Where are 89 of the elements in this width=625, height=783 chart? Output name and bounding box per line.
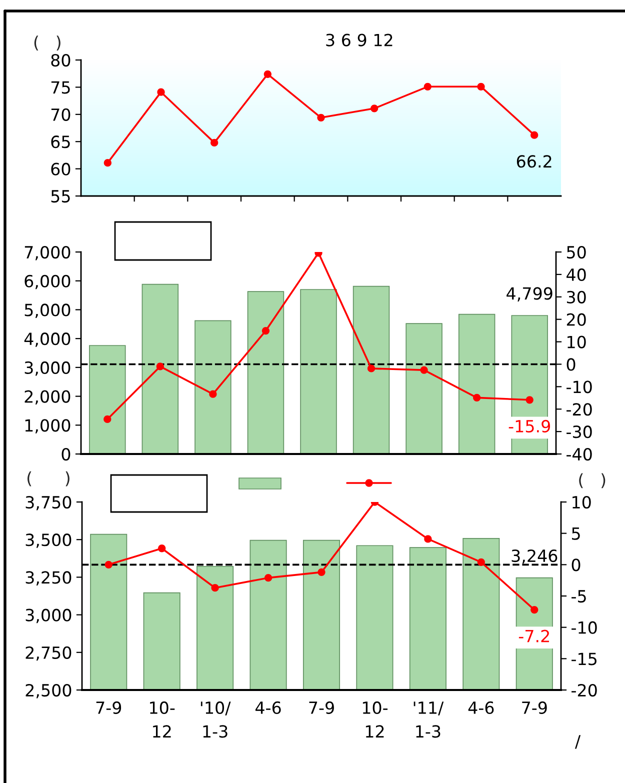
point	[530, 131, 538, 139]
bar	[89, 345, 126, 454]
y2-tick-label: -10	[572, 621, 597, 634]
point	[211, 584, 219, 592]
point	[526, 396, 534, 404]
y-tick-label: 70	[51, 108, 70, 121]
point	[104, 415, 112, 424]
point	[424, 82, 432, 90]
data-label: 3,246	[512, 549, 558, 564]
y-tick-label: 3,250	[26, 571, 72, 586]
y2-tick-label: 0	[566, 358, 576, 371]
point	[424, 535, 432, 543]
point	[370, 104, 378, 112]
x-tick-label: 10- 12	[150, 701, 175, 738]
data-label: 4,799	[506, 287, 552, 302]
x-tick-label: 7-9	[522, 701, 547, 714]
y-tick-label: 0	[62, 448, 70, 461]
y-axis-title: ( )	[28, 471, 70, 486]
y-tick-label: 2,750	[26, 646, 72, 661]
bar	[194, 320, 232, 454]
y2-tick-label: 0	[572, 558, 580, 572]
y2-tick-label: -5	[572, 590, 586, 603]
point	[104, 158, 112, 167]
y2-tick-label: -30	[566, 426, 592, 438]
data-label: -15.9	[508, 420, 550, 433]
point	[264, 574, 272, 582]
x-tick-label: '10/ 1-3	[200, 701, 231, 738]
y-tick-label: 3,750	[26, 496, 72, 510]
y-tick-label: 4,000	[24, 332, 70, 347]
bar	[247, 291, 284, 454]
y-tick-label: 65	[51, 136, 70, 148]
y2-tick-label: 50	[567, 246, 586, 259]
bar	[352, 286, 390, 454]
y-tick-label: 2,500	[26, 684, 72, 698]
y-tick-label: 5,000	[24, 304, 70, 318]
point	[209, 390, 217, 398]
point	[264, 70, 272, 78]
y-tick-label: 6,000	[24, 274, 70, 290]
y2-axis-title: ( )	[579, 473, 606, 488]
y-tick-label: 55	[51, 190, 70, 203]
x-tick-label: '11/ 1-3	[414, 702, 444, 738]
y-tick-label: 75	[51, 81, 70, 94]
y2-tick-label: 30	[566, 290, 586, 304]
point	[477, 82, 485, 90]
point	[530, 606, 538, 614]
y2-tick-label: -40	[566, 448, 592, 461]
point	[367, 364, 376, 372]
bar	[458, 314, 496, 454]
y-axis-title: ( )	[34, 36, 60, 50]
y-tick-label: 7,000	[24, 246, 70, 260]
y2-tick-label: 20	[566, 313, 586, 326]
y-tick-label: 60	[51, 162, 70, 176]
y2-tick-label: -15	[572, 652, 596, 666]
y2-tick-label: 10	[572, 496, 591, 509]
point	[210, 138, 218, 147]
text: /	[574, 735, 581, 749]
bar	[300, 289, 337, 454]
y-tick-label: 3,000	[24, 361, 70, 376]
point	[420, 366, 428, 374]
x-tick-label: 7-9	[96, 701, 122, 714]
x-tick-label: 4-6	[468, 701, 494, 714]
bar	[142, 284, 179, 454]
y2-tick-label: -10	[566, 380, 592, 394]
y-tick-label: 80	[51, 54, 70, 67]
y2-tick-label: 10	[568, 336, 586, 348]
point	[317, 114, 325, 122]
point	[104, 560, 112, 568]
y2-tick-label: -20	[566, 403, 592, 416]
y-tick-label: 1,000	[25, 419, 70, 434]
y-tick-label: 3,000	[26, 608, 72, 624]
y-tick-label: 2,000	[24, 390, 70, 405]
chart-title: 3 6 9 12	[326, 34, 392, 46]
x-tick-label: 10- 12	[362, 701, 388, 738]
x-tick-label: 4-6	[255, 701, 281, 714]
data-label: 66.2	[516, 155, 552, 168]
x-tick-label: 7-9	[309, 701, 334, 714]
data-label: -7.2	[518, 630, 549, 642]
y-tick-label: 3,500	[26, 534, 72, 548]
bar	[406, 323, 442, 454]
point	[157, 88, 165, 96]
point	[473, 394, 481, 402]
point	[318, 568, 326, 576]
y2-tick-label: 40	[566, 268, 586, 282]
y2-tick-label: -20	[572, 684, 597, 697]
point	[477, 558, 485, 566]
point	[262, 326, 270, 335]
point	[156, 362, 164, 370]
y2-tick-label: 5	[572, 528, 580, 540]
point	[158, 544, 166, 552]
